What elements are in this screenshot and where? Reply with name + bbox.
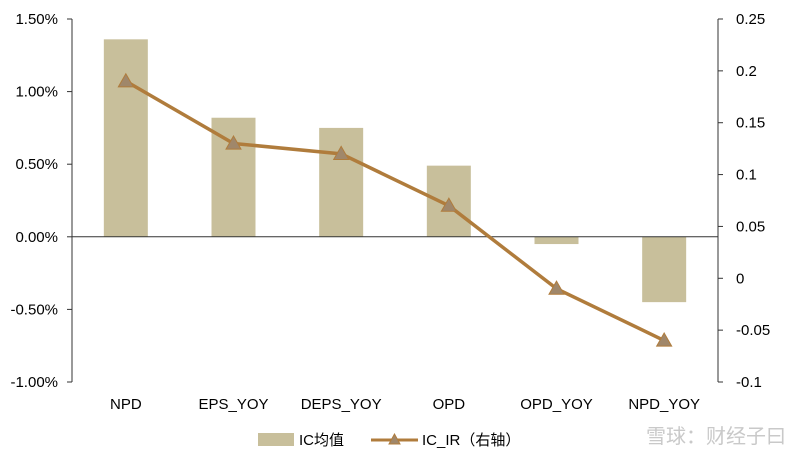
right-axis: 0.25 0.2 0.15 0.1 0.05 0 -0.05 -0.1 bbox=[717, 11, 770, 391]
right-axis-tick-label: 0 bbox=[736, 270, 744, 287]
right-axis-tick-label: -0.1 bbox=[736, 374, 762, 391]
left-axis: 1.50% 1.00% 0.50% 0.00% -0.50% -1.00% bbox=[10, 11, 73, 391]
bar-series bbox=[103, 39, 687, 303]
bar-deps-yoy bbox=[319, 127, 364, 237]
bar-opd-yoy bbox=[534, 236, 579, 245]
ic-ir-line bbox=[124, 79, 665, 343]
ic-ir-marker-deps-yoy bbox=[332, 145, 350, 160]
legend-bar-swatch bbox=[258, 433, 294, 446]
left-axis-tick-label: 1.50% bbox=[15, 11, 58, 28]
left-axis-tick-label: 0.50% bbox=[15, 156, 58, 173]
legend-line-marker bbox=[388, 432, 401, 445]
right-axis-tick-label: -0.05 bbox=[736, 322, 770, 339]
bar-npd-yoy bbox=[642, 236, 687, 303]
category-label: OPD bbox=[433, 396, 466, 413]
bar-npd bbox=[103, 39, 148, 237]
line-series bbox=[117, 72, 673, 347]
left-axis-tick-label: -0.50% bbox=[10, 301, 58, 318]
ic-ir-marker-npd bbox=[117, 72, 135, 88]
category-labels: NPD EPS_YOY DEPS_YOY OPD OPD_YOY NPD_YOY bbox=[110, 396, 700, 413]
left-axis-tick-label: 0.00% bbox=[15, 229, 58, 246]
category-label: DEPS_YOY bbox=[301, 396, 382, 413]
ic-ir-marker-npd-yoy bbox=[655, 332, 673, 347]
left-axis-tick-label: 1.00% bbox=[15, 84, 58, 101]
category-label: NPD bbox=[110, 396, 142, 413]
right-axis-tick-label: 0.05 bbox=[736, 218, 765, 235]
left-axis-tick-label: -1.00% bbox=[10, 374, 58, 391]
ic-ir-marker-opd bbox=[440, 197, 458, 212]
category-label: OPD_YOY bbox=[520, 396, 593, 413]
ic-ir-marker-eps-yoy bbox=[225, 134, 242, 150]
legend-line-label: IC_IR（右轴） bbox=[422, 432, 520, 449]
category-label: EPS_YOY bbox=[198, 396, 268, 413]
right-axis-tick-label: 0.15 bbox=[736, 115, 765, 132]
watermark: 雪球：财经子曰 bbox=[646, 424, 786, 448]
right-axis-tick-label: 0.1 bbox=[736, 167, 757, 184]
category-label: NPD_YOY bbox=[628, 396, 700, 413]
legend-bar-label: IC均值 bbox=[299, 432, 344, 449]
right-axis-tick-label: 0.2 bbox=[736, 63, 757, 80]
right-axis-tick-label: 0.25 bbox=[736, 11, 765, 28]
ic-ir-marker-opd-yoy bbox=[548, 280, 565, 295]
legend: IC均值 IC_IR（右轴） bbox=[258, 432, 520, 449]
